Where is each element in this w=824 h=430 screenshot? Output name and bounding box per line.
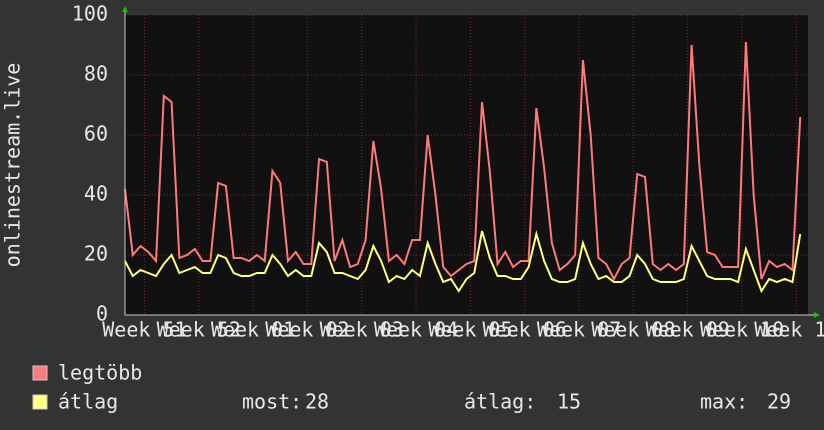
series-line bbox=[124, 41, 802, 282]
legend-swatch bbox=[32, 365, 48, 381]
x-tick-label: Week 07 bbox=[537, 318, 621, 342]
series-line bbox=[124, 230, 802, 294]
x-tick-label: Week 10 bbox=[700, 318, 784, 342]
x-tick-label: Week 02 bbox=[265, 318, 349, 342]
legend: legtöbb átlag most: 28 átlag: 15 max: 29 bbox=[32, 361, 791, 414]
stat-label: max: bbox=[700, 390, 748, 414]
y-tick-label: 20 bbox=[84, 242, 108, 266]
x-tick-label: Week 01 bbox=[211, 318, 295, 342]
stat-label: átlag: bbox=[464, 390, 536, 414]
y-tick-label: 100 bbox=[72, 2, 108, 26]
x-tick-label: Week 03 bbox=[320, 318, 404, 342]
x-tick-label: Week 06 bbox=[483, 318, 567, 342]
axis-arrow bbox=[122, 6, 128, 12]
x-tick-label: Week 04 bbox=[374, 318, 458, 342]
x-tick-label: Week 05 bbox=[428, 318, 512, 342]
x-tick-label: Week 08 bbox=[591, 318, 675, 342]
stat-value: 15 bbox=[557, 390, 581, 414]
stat-label: most: bbox=[242, 390, 302, 414]
y-tick-label: 80 bbox=[84, 62, 108, 86]
stat-value: 28 bbox=[305, 390, 329, 414]
marks bbox=[124, 41, 802, 294]
y-tick-label: 60 bbox=[84, 122, 108, 146]
y-tick-label: 40 bbox=[84, 182, 108, 206]
legend-label: átlag bbox=[58, 390, 118, 414]
axis-arrow bbox=[814, 312, 820, 318]
y-axis-label: onlinestream.live bbox=[1, 63, 25, 268]
x-tick-label: Week 09 bbox=[646, 318, 730, 342]
plot-area bbox=[125, 15, 808, 315]
y-tick-label: 0 bbox=[96, 302, 108, 326]
x-tick-label: Week 51 bbox=[102, 318, 186, 342]
x-tick-label: Week 52 bbox=[157, 318, 241, 342]
stat-value: 29 bbox=[767, 390, 791, 414]
legend-label: legtöbb bbox=[58, 361, 142, 385]
legend-swatch bbox=[32, 394, 48, 410]
x-tick-label: Week 11 bbox=[754, 318, 824, 342]
